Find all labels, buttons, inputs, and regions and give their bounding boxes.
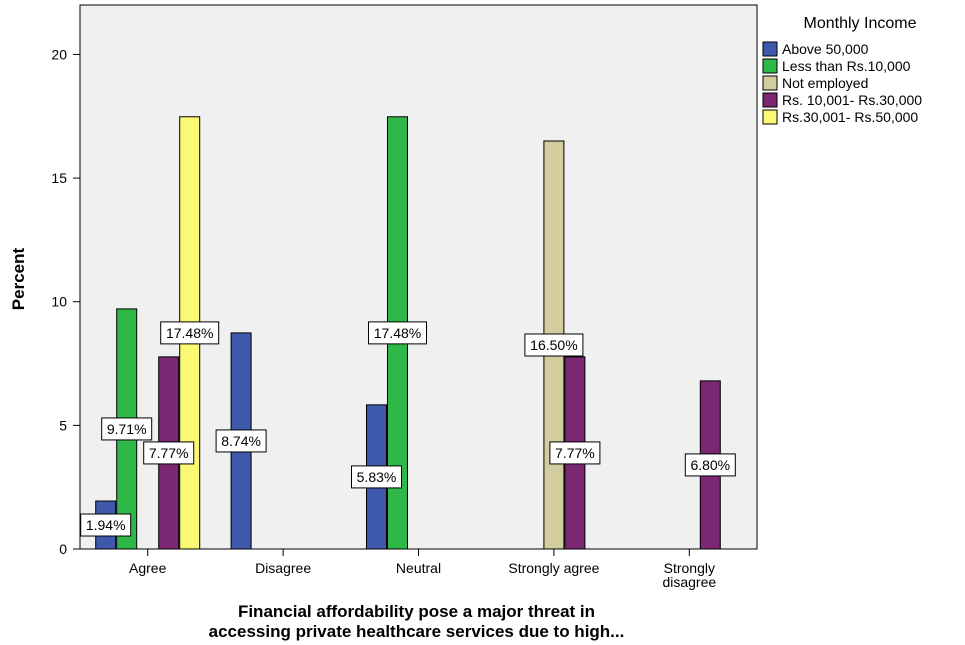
data-label-text: 5.83% xyxy=(357,469,397,485)
x-tick-label: Agree xyxy=(129,560,167,576)
legend-title: Monthly Income xyxy=(804,15,917,32)
x-tick-label: Strongly xyxy=(664,560,715,576)
data-label-text: 1.94% xyxy=(86,517,126,533)
data-label-text: 17.48% xyxy=(166,325,213,341)
legend-label: Above 50,000 xyxy=(782,41,869,57)
data-label-text: 7.77% xyxy=(149,445,189,461)
data-label-box xyxy=(549,441,601,465)
data-label-text: 17.48% xyxy=(374,325,421,341)
y-tick-label: 10 xyxy=(51,294,67,310)
data-label-box xyxy=(368,321,427,345)
legend-swatch xyxy=(762,109,778,125)
legend-item: Rs. 10,001- Rs.30,000 xyxy=(762,92,922,108)
data-label-text: 6.80% xyxy=(690,457,730,473)
x-axis: Agree Disagree Neutral Strongly agree Strong… xyxy=(129,549,716,590)
legend-item: Rs.30,001- Rs.50,000 xyxy=(762,109,918,125)
y-tick-label: 5 xyxy=(59,417,67,433)
legend-label: Less than Rs.10,000 xyxy=(782,58,911,74)
legend-swatch xyxy=(762,92,778,108)
x-axis-label-line-2: accessing private healthcare services du… xyxy=(209,622,625,641)
legend-item: Less than Rs.10,000 xyxy=(762,58,911,74)
y-tick-label: 0 xyxy=(59,541,67,557)
legend-swatch xyxy=(762,75,778,91)
data-label: 1.94% xyxy=(80,513,132,537)
legend-label: Not employed xyxy=(782,75,868,91)
data-label-box xyxy=(101,417,153,441)
legend-swatch xyxy=(762,41,778,57)
y-axis: 0 5 10 15 20 xyxy=(51,46,80,557)
data-label-text: 16.50% xyxy=(530,337,577,353)
data-label-text: 9.71% xyxy=(107,421,147,437)
y-tick-label: 20 xyxy=(51,46,67,62)
data-labels: 1.94%9.71%7.77%17.48%8.74%5.83%17.48%16.… xyxy=(80,321,736,537)
data-label-text: 7.77% xyxy=(555,445,595,461)
x-axis-label-line-1: Financial affordability pose a major thr… xyxy=(238,602,595,621)
x-tick-label: Strongly agree xyxy=(508,560,599,576)
data-label-box xyxy=(215,429,267,453)
legend-swatch xyxy=(762,58,778,74)
data-label: 8.74% xyxy=(215,429,267,453)
data-label: 6.80% xyxy=(684,453,736,477)
legend-label: Rs.30,001- Rs.50,000 xyxy=(782,109,918,125)
data-label: 9.71% xyxy=(101,417,153,441)
data-label-box xyxy=(160,321,220,345)
data-label: 7.77% xyxy=(549,441,601,465)
x-tick-label: Disagree xyxy=(255,560,311,576)
data-label: 17.48% xyxy=(368,321,427,345)
legend-label: Rs. 10,001- Rs.30,000 xyxy=(782,92,922,108)
data-label-box xyxy=(524,333,584,357)
y-axis-label: Percent xyxy=(9,247,28,310)
x-tick-label: Neutral xyxy=(396,560,441,576)
legend-item: Above 50,000 xyxy=(762,41,869,57)
legend-item: Not employed xyxy=(762,75,868,91)
data-label: 7.77% xyxy=(143,441,195,465)
data-label-box xyxy=(143,441,195,465)
x-tick-label: disagree xyxy=(662,574,716,590)
data-label-box xyxy=(351,465,402,489)
data-label-text: 8.74% xyxy=(221,433,261,449)
data-label-box xyxy=(684,453,736,477)
data-label: 17.48% xyxy=(160,321,220,345)
y-tick-label: 15 xyxy=(51,170,67,186)
data-label: 5.83% xyxy=(351,465,402,489)
data-label: 16.50% xyxy=(524,333,584,357)
data-label-box xyxy=(80,513,132,537)
